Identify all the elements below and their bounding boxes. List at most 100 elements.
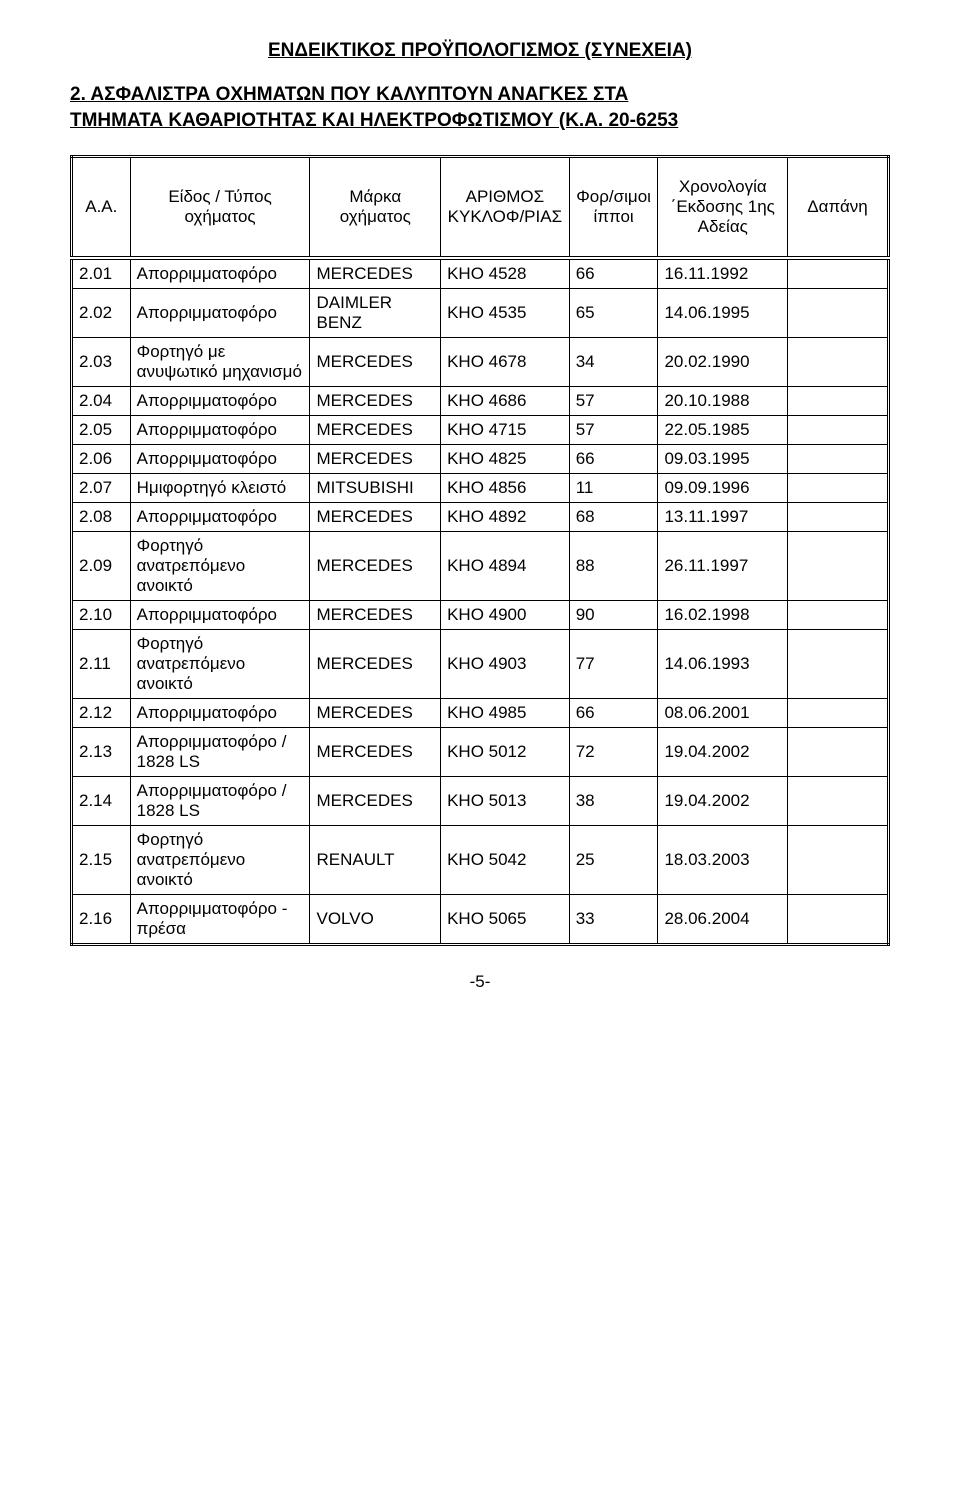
cell-cost: [788, 387, 889, 416]
cell-date: 20.02.1990: [658, 338, 788, 387]
cell-hp: 72: [569, 728, 658, 777]
cell-brand: MERCEDES: [310, 728, 441, 777]
cell-aa: 2.05: [72, 416, 131, 445]
table-row: 2.01ΑπορριμματοφόροMERCEDESΚΗΟ 45286616.…: [72, 258, 889, 289]
cell-cost: [788, 503, 889, 532]
cell-brand: MERCEDES: [310, 338, 441, 387]
page-title: ΕΝΔΕΙΚΤΙΚΟΣ ΠΡΟΫΠΟΛΟΓΙΣΜΟΣ (ΣΥΝΕΧΕΙΑ): [70, 40, 890, 62]
budget-table: Α.Α. Είδος / Τύπος οχήματος Μάρκα οχήματ…: [70, 155, 890, 946]
cell-cost: [788, 699, 889, 728]
cell-hp: 33: [569, 895, 658, 945]
cell-aa: 2.01: [72, 258, 131, 289]
cell-date: 09.03.1995: [658, 445, 788, 474]
cell-hp: 57: [569, 416, 658, 445]
table-row: 2.12ΑπορριμματοφόροMERCEDESΚΗΟ 49856608.…: [72, 699, 889, 728]
cell-type: Απορριμματοφόρο: [130, 387, 310, 416]
cell-date: 09.09.1996: [658, 474, 788, 503]
cell-date: 28.06.2004: [658, 895, 788, 945]
cell-cost: [788, 728, 889, 777]
cell-aa: 2.12: [72, 699, 131, 728]
cell-brand: MERCEDES: [310, 777, 441, 826]
cell-aa: 2.09: [72, 532, 131, 601]
cell-aa: 2.11: [72, 630, 131, 699]
cell-type: Απορριμματοφόρο - πρέσα: [130, 895, 310, 945]
cell-plate: ΚΗΟ 4903: [441, 630, 570, 699]
cell-date: 14.06.1995: [658, 289, 788, 338]
section-subtitle: 2. ΑΣΦΑΛΙΣΤΡΑ ΟΧΗΜΑΤΩΝ ΠΟΥ ΚΑΛΥΠΤΟΥΝ ΑΝΑ…: [70, 82, 890, 133]
cell-brand: MERCEDES: [310, 630, 441, 699]
cell-aa: 2.15: [72, 826, 131, 895]
cell-brand: MERCEDES: [310, 258, 441, 289]
cell-aa: 2.08: [72, 503, 131, 532]
cell-type: Απορριμματοφόρο: [130, 601, 310, 630]
subtitle-line-2: ΤΜΗΜΑΤΑ ΚΑΘΑΡΙΟΤΗΤΑΣ ΚΑΙ ΗΛΕΚΤΡΟΦΩΤΙΣΜΟΥ…: [70, 110, 678, 131]
cell-plate: ΚΗΟ 4894: [441, 532, 570, 601]
cell-cost: [788, 601, 889, 630]
cell-hp: 77: [569, 630, 658, 699]
cell-hp: 25: [569, 826, 658, 895]
col-header-type: Είδος / Τύπος οχήματος: [130, 157, 310, 259]
cell-date: 08.06.2001: [658, 699, 788, 728]
col-header-brand: Μάρκα οχήματος: [310, 157, 441, 259]
cell-cost: [788, 289, 889, 338]
cell-type: Απορριμματοφόρο: [130, 289, 310, 338]
cell-cost: [788, 532, 889, 601]
cell-hp: 65: [569, 289, 658, 338]
cell-date: 14.06.1993: [658, 630, 788, 699]
cell-brand: MERCEDES: [310, 416, 441, 445]
cell-date: 16.02.1998: [658, 601, 788, 630]
cell-aa: 2.02: [72, 289, 131, 338]
cell-type: Απορριμματοφόρο / 1828 LS: [130, 777, 310, 826]
cell-plate: ΚΗΟ 4686: [441, 387, 570, 416]
cell-date: 19.04.2002: [658, 777, 788, 826]
cell-plate: ΚΗΟ 4715: [441, 416, 570, 445]
table-row: 2.02ΑπορριμματοφόροDAIMLER BENZΚΗΟ 45356…: [72, 289, 889, 338]
cell-hp: 66: [569, 258, 658, 289]
cell-cost: [788, 826, 889, 895]
cell-cost: [788, 777, 889, 826]
cell-type: Ημιφορτηγό κλειστό: [130, 474, 310, 503]
cell-type: Απορριμματοφόρο: [130, 258, 310, 289]
table-row: 2.08ΑπορριμματοφόροMERCEDESΚΗΟ 48926813.…: [72, 503, 889, 532]
page-number: -5-: [70, 972, 890, 992]
col-header-hp: Φορ/σιμοι ίπποι: [569, 157, 658, 259]
cell-cost: [788, 474, 889, 503]
cell-plate: ΚΗΟ 5065: [441, 895, 570, 945]
cell-plate: ΚΗΟ 4900: [441, 601, 570, 630]
cell-type: Απορριμματοφόρο: [130, 503, 310, 532]
cell-plate: ΚΗΟ 4856: [441, 474, 570, 503]
cell-cost: [788, 338, 889, 387]
cell-aa: 2.07: [72, 474, 131, 503]
cell-aa: 2.13: [72, 728, 131, 777]
cell-cost: [788, 258, 889, 289]
cell-type: Απορριμματοφόρο: [130, 445, 310, 474]
cell-date: 18.03.2003: [658, 826, 788, 895]
cell-plate: ΚΗΟ 4825: [441, 445, 570, 474]
table-row: 2.09Φορτηγό ανατρεπόμενο ανοικτόMERCEDES…: [72, 532, 889, 601]
cell-plate: ΚΗΟ 4678: [441, 338, 570, 387]
cell-brand: VOLVO: [310, 895, 441, 945]
table-row: 2.07Ημιφορτηγό κλειστόMITSUBISHIΚΗΟ 4856…: [72, 474, 889, 503]
table-row: 2.13Απορριμματοφόρο / 1828 LSMERCEDESΚΗΟ…: [72, 728, 889, 777]
cell-date: 22.05.1985: [658, 416, 788, 445]
cell-hp: 66: [569, 699, 658, 728]
cell-plate: ΚΗΟ 4535: [441, 289, 570, 338]
table-row: 2.11Φορτηγό ανατρεπόμενο ανοικτόMERCEDES…: [72, 630, 889, 699]
col-header-aa: Α.Α.: [72, 157, 131, 259]
cell-hp: 66: [569, 445, 658, 474]
cell-brand: MERCEDES: [310, 387, 441, 416]
cell-type: Απορριμματοφόρο: [130, 699, 310, 728]
cell-aa: 2.16: [72, 895, 131, 945]
col-header-cost: Δαπάνη: [788, 157, 889, 259]
cell-date: 19.04.2002: [658, 728, 788, 777]
cell-hp: 34: [569, 338, 658, 387]
cell-hp: 88: [569, 532, 658, 601]
cell-plate: ΚΗΟ 4985: [441, 699, 570, 728]
cell-brand: DAIMLER BENZ: [310, 289, 441, 338]
cell-type: Φορτηγό ανατρεπόμενο ανοικτό: [130, 630, 310, 699]
cell-brand: MERCEDES: [310, 699, 441, 728]
cell-plate: ΚΗΟ 4892: [441, 503, 570, 532]
cell-date: 20.10.1988: [658, 387, 788, 416]
cell-aa: 2.06: [72, 445, 131, 474]
cell-date: 16.11.1992: [658, 258, 788, 289]
